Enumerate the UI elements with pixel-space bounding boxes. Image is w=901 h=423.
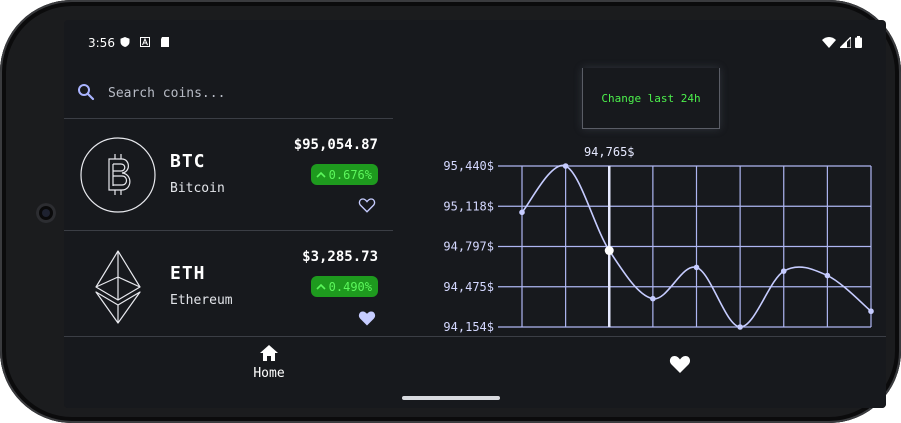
search-icon[interactable] xyxy=(77,83,95,101)
coin-price: $3,285.73 xyxy=(302,249,378,265)
data-point xyxy=(693,264,700,271)
status-bar: 3:56 xyxy=(64,20,886,66)
nav-home-label: Home xyxy=(253,366,285,381)
y-tick-label: 95,118$ xyxy=(443,199,494,213)
battery-icon xyxy=(855,36,862,48)
nav-home-tab[interactable]: Home xyxy=(239,345,299,389)
highlight-value-label: 94,765$ xyxy=(584,145,635,159)
data-point xyxy=(824,272,831,279)
arrow-up-icon xyxy=(316,283,326,290)
y-tick-label: 95,440$ xyxy=(443,159,494,173)
ethereum-icon xyxy=(95,250,141,324)
data-point xyxy=(519,209,525,216)
price-chart-panel: Change last 24h 95,440$ 95,118$ 94,797$ 94,… xyxy=(404,66,886,338)
y-tick-label: 94,797$ xyxy=(443,240,494,254)
app-screen: 3:56 BTC Bitcoin $95,054.87 xyxy=(64,20,886,408)
home-indicator xyxy=(402,396,500,400)
bitcoin-icon xyxy=(80,137,156,213)
shield-icon xyxy=(120,37,130,47)
sd-card-icon xyxy=(161,37,169,47)
price-change-badge: 0.490% xyxy=(310,276,378,297)
heart-filled-icon[interactable] xyxy=(358,309,376,327)
coin-symbol: BTC xyxy=(170,151,206,172)
coin-name: Bitcoin xyxy=(170,181,225,196)
search-input[interactable] xyxy=(108,80,368,106)
y-tick-label: 94,475$ xyxy=(443,280,494,294)
status-icons-right xyxy=(822,36,862,48)
status-time: 3:56 xyxy=(88,36,115,50)
data-point xyxy=(562,163,569,169)
search-bar xyxy=(64,76,393,118)
data-point xyxy=(868,308,874,315)
home-icon xyxy=(260,345,278,361)
heart-outline-icon[interactable] xyxy=(358,196,376,214)
coin-list: BTC Bitcoin $95,054.87 0.676% ETH Ethere… xyxy=(64,118,393,342)
coin-list-item[interactable]: BTC Bitcoin $95,054.87 0.676% xyxy=(64,118,393,230)
price-line-chart[interactable]: 95,440$ 95,118$ 94,797$ 94,475$ 94,154$ 94,76… xyxy=(404,66,886,338)
coin-list-item[interactable]: ETH Ethereum $3,285.73 0.490% xyxy=(64,230,393,342)
arrow-up-icon xyxy=(316,171,326,178)
data-point xyxy=(650,295,656,302)
price-change-value: 0.676% xyxy=(328,167,372,182)
font-icon xyxy=(140,37,150,47)
coin-name: Ethereum xyxy=(170,293,233,308)
data-point xyxy=(780,268,787,274)
price-change-badge: 0.676% xyxy=(310,164,378,185)
coin-symbol: ETH xyxy=(170,263,206,284)
change-24h-button[interactable]: Change last 24h xyxy=(582,68,720,129)
y-tick-label: 94,154$ xyxy=(443,320,494,334)
price-change-value: 0.490% xyxy=(328,279,372,294)
nav-favorites-heart-icon[interactable] xyxy=(668,352,692,376)
data-point xyxy=(737,324,743,330)
cellular-signal-icon xyxy=(840,36,851,48)
front-camera xyxy=(36,203,56,223)
data-point xyxy=(604,246,614,256)
wifi-icon xyxy=(822,36,836,48)
coin-price: $95,054.87 xyxy=(293,137,378,153)
